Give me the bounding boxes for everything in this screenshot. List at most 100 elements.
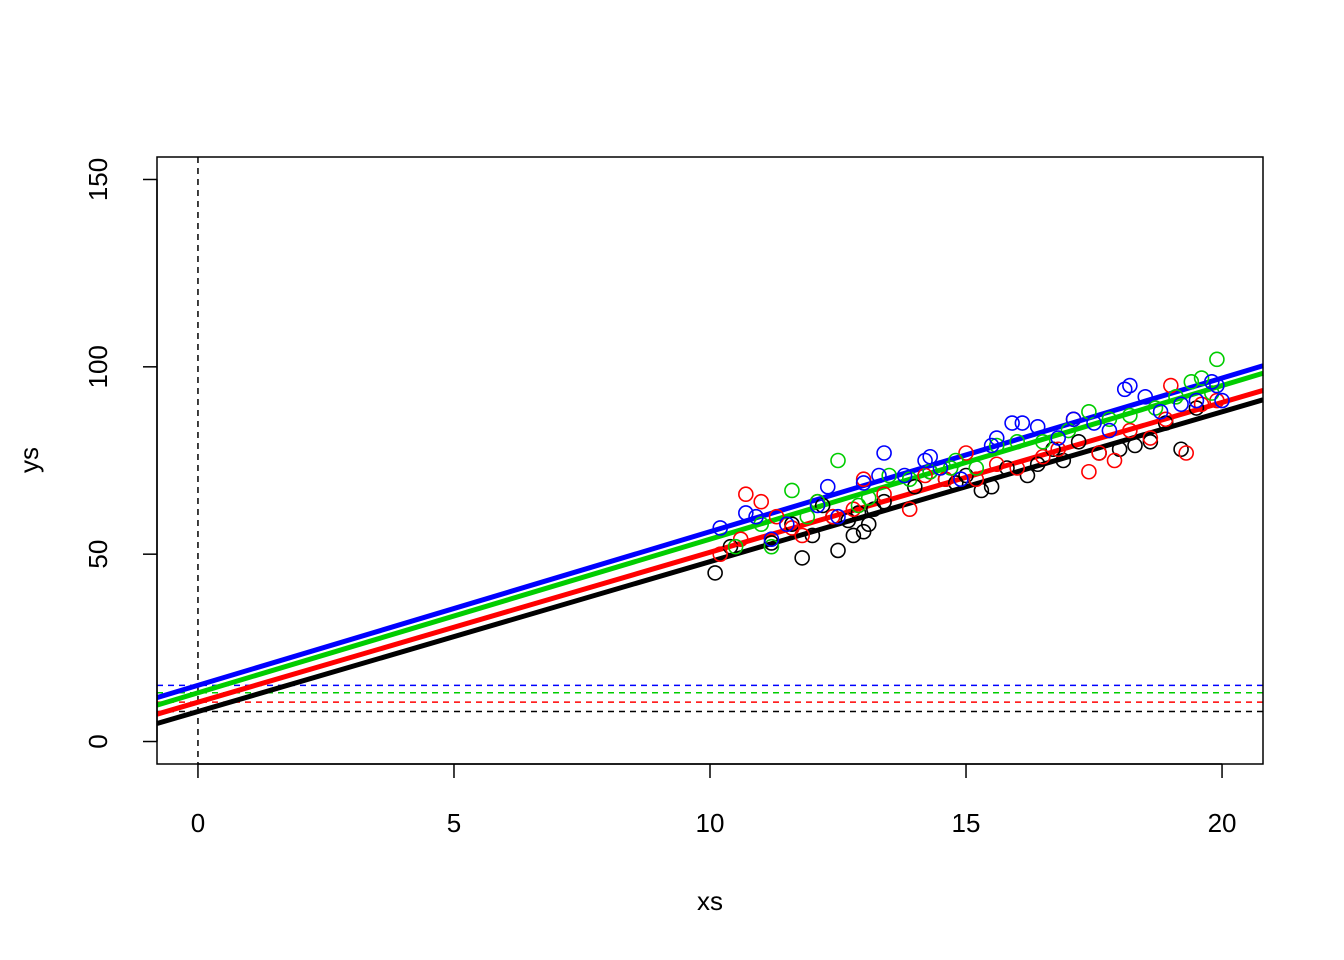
point-s3-10	[876, 445, 892, 461]
point-s1-9	[845, 501, 862, 518]
point-s1-3	[753, 493, 770, 510]
point-s3-25	[1116, 381, 1133, 398]
fit-line-1	[156, 388, 1264, 717]
point-s3-29	[1173, 396, 1189, 413]
point-s3-8	[855, 475, 872, 491]
point-s1-19	[1035, 448, 1051, 465]
point-s1-25	[1122, 422, 1138, 439]
point-s0-11	[850, 505, 867, 521]
point-s0-6	[814, 497, 831, 514]
y-tick-label-50: 50	[83, 540, 113, 569]
point-s3-5	[809, 497, 826, 514]
point-s1-24	[1106, 452, 1123, 469]
point-s0-20	[958, 467, 974, 484]
fit-line-0	[156, 397, 1264, 726]
point-s3-31	[1203, 374, 1220, 390]
point-s1-4	[768, 508, 785, 525]
point-s0-32	[1142, 433, 1159, 450]
point-s2-7	[850, 497, 867, 514]
point-s1-30	[1193, 396, 1210, 413]
point-s0-35	[1188, 400, 1205, 416]
point-s2-2	[763, 538, 780, 555]
y-tick-label-0: 0	[83, 734, 113, 748]
point-s3-15	[953, 471, 969, 488]
fit-line-3	[156, 363, 1264, 700]
point-s2-9	[881, 467, 898, 484]
regression-lines	[156, 363, 1264, 726]
x-tick-label-5: 5	[447, 808, 461, 838]
point-s1-15	[958, 445, 974, 461]
point-s0-15	[876, 493, 892, 510]
point-s0-34	[1173, 441, 1189, 458]
point-s3-30	[1188, 392, 1205, 409]
point-s3-9	[871, 467, 887, 484]
point-s1-17	[988, 456, 1005, 473]
point-s0-1	[722, 538, 739, 555]
point-s0-24	[1019, 467, 1036, 484]
point-s2-13	[947, 452, 964, 469]
x-tick-label-20: 20	[1208, 808, 1237, 838]
y-axis: 0 50 100 150	[83, 158, 158, 749]
point-s2-20	[1101, 411, 1118, 428]
point-s2-21	[1122, 407, 1138, 424]
point-s3-2	[748, 508, 764, 525]
point-s0-19	[947, 475, 964, 491]
y-tick-label-150: 150	[83, 158, 113, 201]
point-s1-6	[794, 527, 810, 544]
point-s1-12	[901, 501, 918, 518]
scatter-points	[707, 351, 1230, 581]
point-s2-4	[799, 508, 816, 525]
point-s1-16	[968, 471, 985, 488]
point-s3-17	[988, 430, 1005, 446]
point-s1-18	[1009, 460, 1026, 476]
point-s3-32	[1209, 377, 1225, 394]
point-s0-5	[804, 527, 821, 544]
point-s3-14	[932, 460, 949, 476]
x-tick-label-0: 0	[191, 808, 205, 838]
point-s1-22	[1081, 463, 1097, 480]
point-s3-24	[1101, 422, 1118, 439]
point-s0-28	[1070, 433, 1087, 450]
y-tick-label-100: 100	[83, 345, 113, 388]
point-s2-3	[784, 482, 800, 499]
point-s2-25	[1193, 370, 1210, 386]
point-s1-0	[712, 546, 729, 562]
point-s1-10	[855, 471, 872, 488]
point-s3-22	[1065, 411, 1082, 428]
point-s3-11	[896, 467, 913, 484]
point-s3-26	[1122, 377, 1138, 394]
point-s2-0	[727, 538, 744, 555]
point-s2-16	[1009, 433, 1026, 450]
point-s0-13	[860, 516, 877, 532]
point-s1-29	[1178, 445, 1194, 461]
point-s3-13	[922, 448, 938, 465]
point-s1-23	[1091, 445, 1107, 461]
point-s3-27	[1137, 389, 1154, 405]
point-s3-33	[1214, 392, 1230, 409]
point-s0-22	[983, 478, 1000, 495]
x-tick-label-15: 15	[952, 808, 981, 838]
point-s2-15	[988, 437, 1005, 454]
point-s3-18	[1004, 415, 1020, 431]
point-s2-14	[968, 460, 985, 476]
point-s3-19	[1014, 415, 1031, 431]
point-s1-8	[825, 508, 841, 525]
point-s0-31	[1127, 437, 1143, 454]
fit-line-2	[156, 370, 1264, 708]
point-s2-22	[1147, 400, 1164, 416]
point-s2-17	[1035, 433, 1051, 450]
point-s3-3	[763, 531, 780, 547]
point-s2-6	[830, 452, 846, 469]
point-s3-7	[830, 508, 846, 525]
point-s0-8	[830, 542, 846, 559]
point-s3-28	[1152, 403, 1169, 420]
point-s3-4	[779, 516, 795, 532]
point-s0-2	[763, 535, 780, 551]
point-s3-0	[712, 520, 729, 536]
point-s1-20	[1050, 441, 1066, 458]
x-tick-label-10: 10	[696, 808, 725, 838]
point-s3-12	[917, 452, 933, 469]
point-s2-8	[860, 490, 877, 506]
point-s2-10	[901, 471, 918, 488]
